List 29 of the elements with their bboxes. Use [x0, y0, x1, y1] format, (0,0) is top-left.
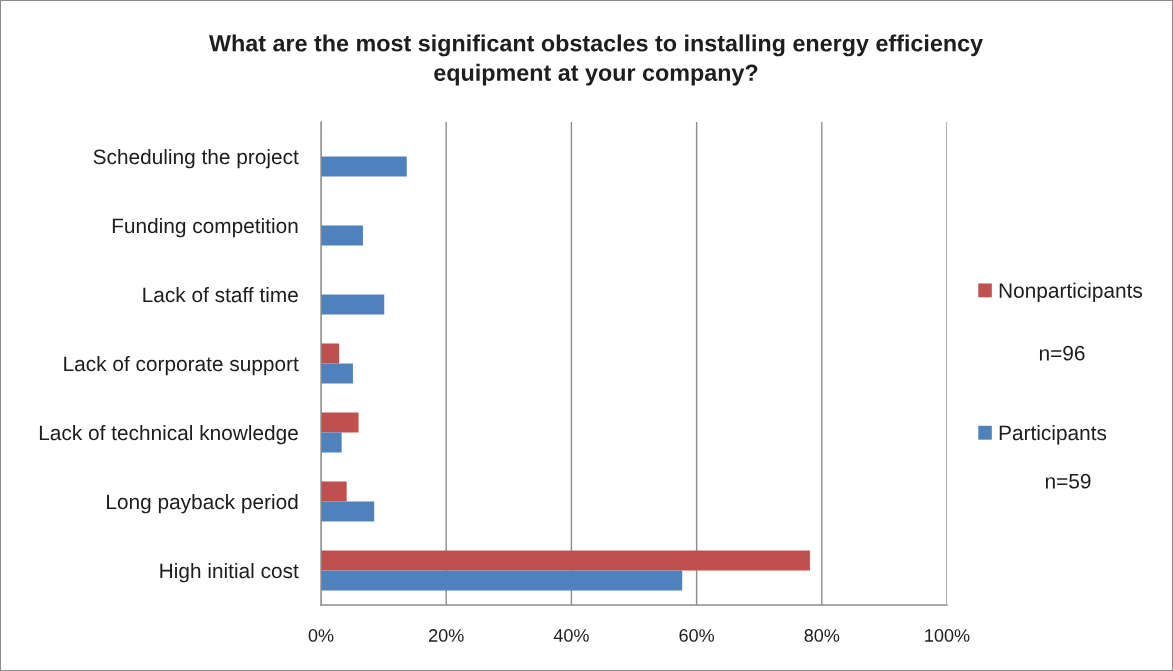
y-tick-label: Long payback period	[107, 493, 298, 514]
bar	[321, 294, 385, 315]
text: n=59	[1045, 473, 1091, 489]
x-tick-label: 0%	[308, 629, 334, 642]
x-tick-label: 60%	[679, 629, 715, 642]
bar	[321, 570, 683, 591]
bar	[321, 432, 342, 453]
x-tick-label: 100%	[925, 629, 970, 642]
y-tick-label: Scheduling the project	[93, 148, 299, 169]
bar	[321, 225, 363, 246]
legend-label: Participants	[999, 424, 1107, 445]
legend-label: Nonparticipants	[999, 282, 1143, 303]
bar	[321, 412, 359, 433]
y-tick-label: High initial cost	[160, 562, 299, 583]
chart-title: What are the most significant obstacles to installing energy efficiency equipment at your company?	[209, 34, 983, 86]
y-tick-label: Funding competition	[112, 217, 298, 238]
x-tick-label: 40%	[553, 629, 589, 642]
bar	[321, 343, 340, 364]
y-tick-label: Lack of staff time	[143, 286, 298, 303]
bar	[321, 550, 810, 571]
bar	[321, 363, 353, 384]
y-tick-label: Lack of technical knowledge	[39, 424, 298, 445]
bar	[321, 481, 347, 502]
x-tick-label: 80%	[804, 629, 840, 642]
bar	[321, 156, 407, 177]
bar	[321, 501, 375, 522]
text: n=96	[1039, 345, 1085, 361]
y-tick-label: Lack of corporate support	[64, 355, 299, 376]
x-tick-label: 20%	[429, 629, 464, 642]
